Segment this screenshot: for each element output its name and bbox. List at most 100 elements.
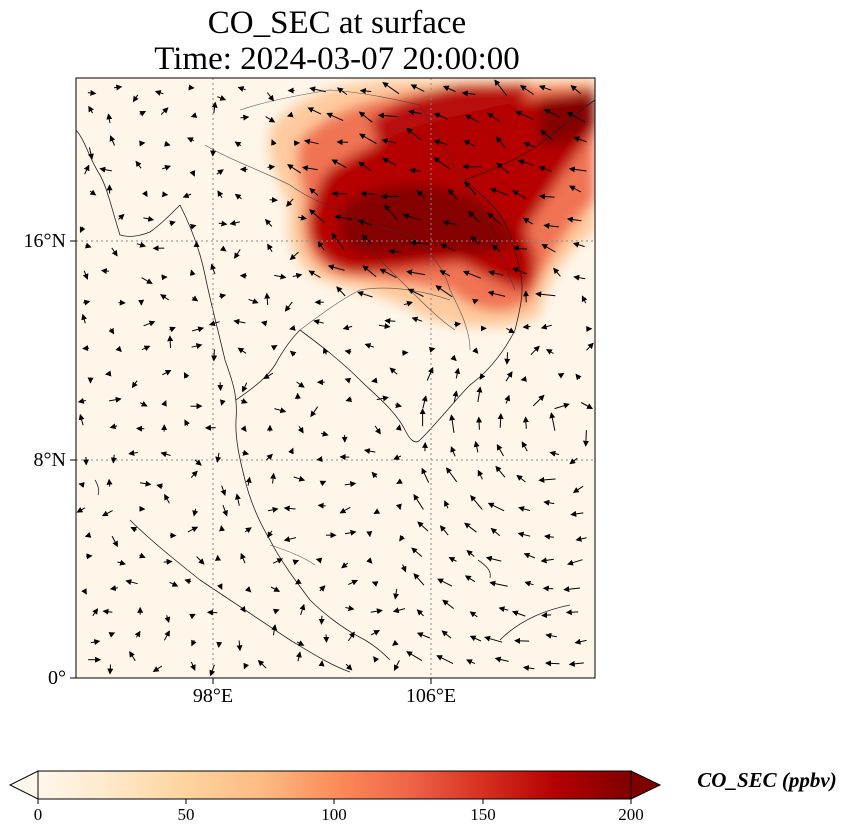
wind-arrow (289, 251, 299, 261)
wind-arrow (523, 552, 536, 559)
wind-arrow (376, 395, 389, 402)
wind-arrow (293, 475, 306, 482)
wind-arrow (466, 549, 475, 557)
wind-arrow (477, 469, 484, 480)
wind-arrow (374, 425, 381, 435)
wind-arrow (535, 291, 556, 298)
wind-arrow (194, 459, 202, 466)
wind-arrow (505, 371, 513, 382)
wind-arrow (538, 165, 552, 172)
wind-arrow (566, 111, 586, 123)
wind-arrow (109, 396, 122, 403)
wind-arrow (309, 86, 326, 93)
wind-arrow (169, 220, 176, 227)
wind-arrow (566, 216, 582, 223)
wind-arrow (341, 562, 349, 569)
wind-arrow (109, 135, 116, 146)
wind-arrow (382, 82, 400, 95)
colorbar-label: CO_SEC (ppbv) (697, 768, 837, 792)
wind-arrow (297, 426, 304, 434)
wind-arrow (322, 347, 329, 355)
wind-arrow (581, 295, 588, 304)
wind-arrow (100, 268, 110, 275)
wind-arrow (286, 198, 294, 207)
wind-arrow (572, 485, 584, 493)
wind-arrow (543, 222, 559, 229)
wind-arrow (406, 651, 423, 662)
wind-arrow (164, 493, 170, 504)
wind-arrow (244, 527, 252, 534)
wind-arrow (222, 505, 228, 517)
wind-arrow (469, 611, 478, 618)
wind-arrow (76, 507, 86, 513)
wind-arrow (487, 502, 505, 512)
wind-arrow (189, 223, 197, 230)
wind-arrow (267, 506, 279, 513)
wind-arrow (319, 480, 327, 487)
wind-arrow (245, 476, 252, 486)
wind-arrow (99, 166, 112, 173)
wind-arrow (344, 481, 357, 488)
wind-arrow (296, 381, 305, 388)
wind-arrow (274, 273, 287, 280)
wind-arrow (582, 430, 589, 447)
wind-arrow (82, 270, 89, 280)
wind-arrow (167, 335, 174, 349)
wind-arrow (530, 345, 540, 356)
wind-arrow (411, 316, 423, 323)
wind-arrow (494, 79, 508, 96)
wind-arrow (336, 87, 348, 96)
wind-arrow (512, 190, 527, 200)
wind-arrow (406, 127, 422, 141)
wind-arrow (416, 190, 426, 199)
wind-arrow (381, 138, 397, 145)
wind-arrow (470, 235, 481, 245)
wind-arrow (161, 399, 167, 407)
wind-arrow (358, 161, 372, 172)
wind-arrow (359, 133, 377, 145)
wind-arrow (586, 342, 594, 351)
wind-arrow (569, 185, 582, 193)
wind-arrow (139, 111, 147, 117)
colorbar-tick-150: 150 (470, 805, 496, 824)
wind-arrow (190, 112, 198, 118)
wind-arrow (182, 192, 192, 199)
wind-arrow (79, 226, 86, 233)
wind-arrow (449, 414, 456, 433)
wind-arrow (450, 446, 456, 457)
wind-arrow (241, 382, 248, 393)
wind-arrow (384, 317, 396, 324)
wind-arrow (160, 451, 171, 458)
wind-arrow (540, 557, 554, 564)
map-title-line1: CO_SEC at surface (207, 5, 467, 41)
colorbar-extend-max (630, 770, 662, 800)
wind-arrow (111, 247, 118, 257)
wind-arrow (216, 169, 224, 176)
wind-arrow (105, 370, 112, 377)
wind-arrow (141, 345, 151, 352)
wind-arrow (162, 191, 169, 198)
wind-arrow (377, 112, 398, 119)
wind-arrow (109, 585, 118, 592)
wind-arrow (216, 583, 223, 590)
wind-arrow (163, 630, 170, 641)
wind-arrow (331, 159, 347, 168)
wind-arrow (518, 506, 531, 512)
wind-arrow (286, 111, 294, 118)
wind-arrow (371, 471, 378, 479)
wind-arrow (516, 474, 526, 483)
y-tick-label-16n: 16°N (23, 230, 66, 252)
wind-arrow (234, 249, 241, 259)
wind-arrow (416, 632, 430, 639)
wind-arrow (78, 413, 85, 426)
wind-arrow (239, 605, 246, 613)
wind-arrow (287, 164, 302, 174)
wind-arrow (442, 85, 456, 92)
wind-arrow (111, 535, 118, 548)
wind-arrow (209, 664, 216, 677)
wind-arrow (462, 270, 481, 279)
wind-arrow (540, 129, 554, 141)
wind-arrow (83, 164, 90, 175)
wind-arrow (488, 270, 504, 276)
wind-arrow (523, 142, 535, 148)
